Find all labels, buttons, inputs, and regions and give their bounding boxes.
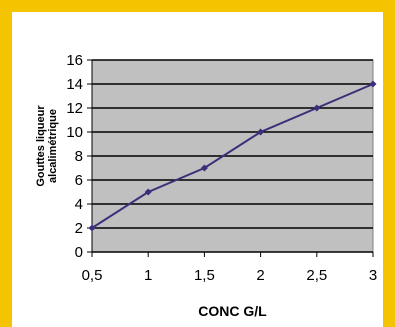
x-tick-label: 2,5 — [306, 267, 327, 284]
data-point — [257, 128, 265, 136]
data-point — [144, 188, 152, 196]
y-tick-label: 6 — [75, 172, 83, 189]
y-tick-label: 0 — [75, 244, 83, 261]
y-tick-label: 2 — [75, 220, 83, 237]
y-axis-label-line-2: alcalimétrique — [47, 109, 59, 183]
x-tick-label: 2 — [256, 267, 264, 284]
x-tick-label: 0,5 — [82, 267, 103, 284]
data-point — [313, 104, 321, 112]
x-tick-label: 1,5 — [194, 267, 215, 284]
x-tick-label: 1 — [144, 267, 152, 284]
series-line — [91, 83, 374, 229]
data-point — [369, 80, 377, 88]
data-point — [88, 224, 96, 232]
y-axis-label-line-1: Gouttes liqueur — [35, 105, 47, 187]
y-tick-label: 12 — [66, 100, 83, 117]
y-tick-label: 14 — [66, 76, 83, 93]
y-tick-label: 10 — [66, 124, 83, 141]
data-point — [200, 164, 208, 172]
y-axis-ticks: 0 2 4 6 8 10 12 14 16 — [66, 52, 93, 261]
y-tick-label: 16 — [66, 52, 83, 69]
x-tick-label: 3 — [369, 267, 377, 284]
y-axis-label: Gouttes liqueur alcalimétrique — [35, 105, 59, 187]
x-axis-label: CONC G/L — [198, 303, 267, 319]
x-axis-ticks: 0,5 1 1,5 2 2,5 3 — [82, 252, 377, 284]
grid-lines — [92, 59, 373, 253]
y-tick-label: 4 — [75, 196, 83, 213]
series-layer — [88, 80, 377, 232]
y-tick-label: 8 — [75, 148, 83, 165]
